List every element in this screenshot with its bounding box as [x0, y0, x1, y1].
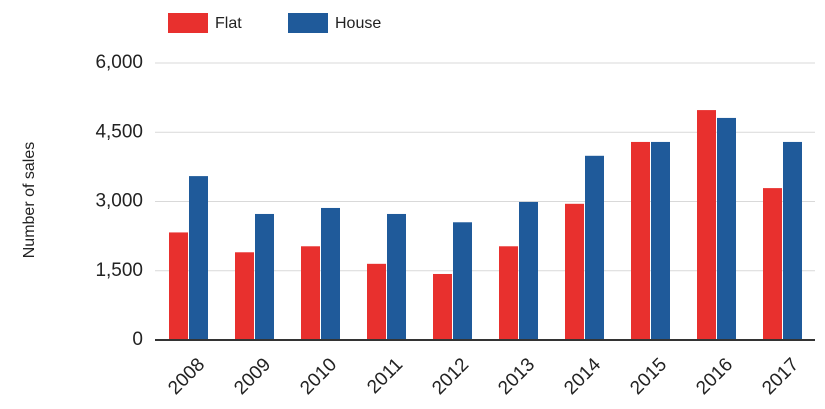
bar	[453, 222, 472, 340]
legend-swatch	[168, 13, 208, 33]
bar	[433, 273, 452, 340]
legend-label: Flat	[215, 15, 242, 32]
bar	[499, 246, 518, 340]
y-tick-label: 6,000	[95, 52, 143, 73]
bar	[189, 176, 208, 340]
bar	[387, 213, 406, 340]
x-tick-label: 2015	[626, 354, 671, 399]
bar	[565, 203, 584, 340]
bar	[717, 117, 736, 341]
y-tick-label: 1,500	[95, 260, 143, 281]
y-tick-label: 4,500	[95, 121, 143, 142]
bar	[321, 207, 340, 340]
bar	[367, 263, 386, 340]
bar	[585, 155, 604, 340]
y-tick-label: 3,000	[95, 191, 143, 212]
bar	[631, 141, 650, 340]
x-tick-label: 2017	[758, 354, 803, 399]
y-tick-label: 0	[132, 329, 143, 350]
legend-swatch	[288, 13, 328, 33]
bar	[783, 141, 802, 340]
bar	[651, 141, 670, 340]
legend-label: House	[335, 15, 381, 32]
y-axis-label: Number of sales	[21, 142, 38, 259]
bar	[169, 232, 188, 340]
bar	[301, 246, 320, 340]
x-tick-label: 2012	[428, 354, 473, 399]
bar	[763, 188, 782, 340]
bar	[235, 252, 254, 340]
x-tick-label: 2014	[560, 354, 605, 399]
x-tick-label: 2011	[363, 354, 407, 398]
x-tick-label: 2016	[692, 354, 737, 399]
x-tick-label: 2008	[164, 354, 209, 399]
x-tick-label: 2009	[230, 354, 275, 399]
x-tick-label: 2013	[494, 354, 539, 399]
bar	[255, 213, 274, 340]
bar	[519, 201, 538, 340]
bar	[697, 110, 716, 340]
x-tick-label: 2010	[296, 354, 341, 399]
